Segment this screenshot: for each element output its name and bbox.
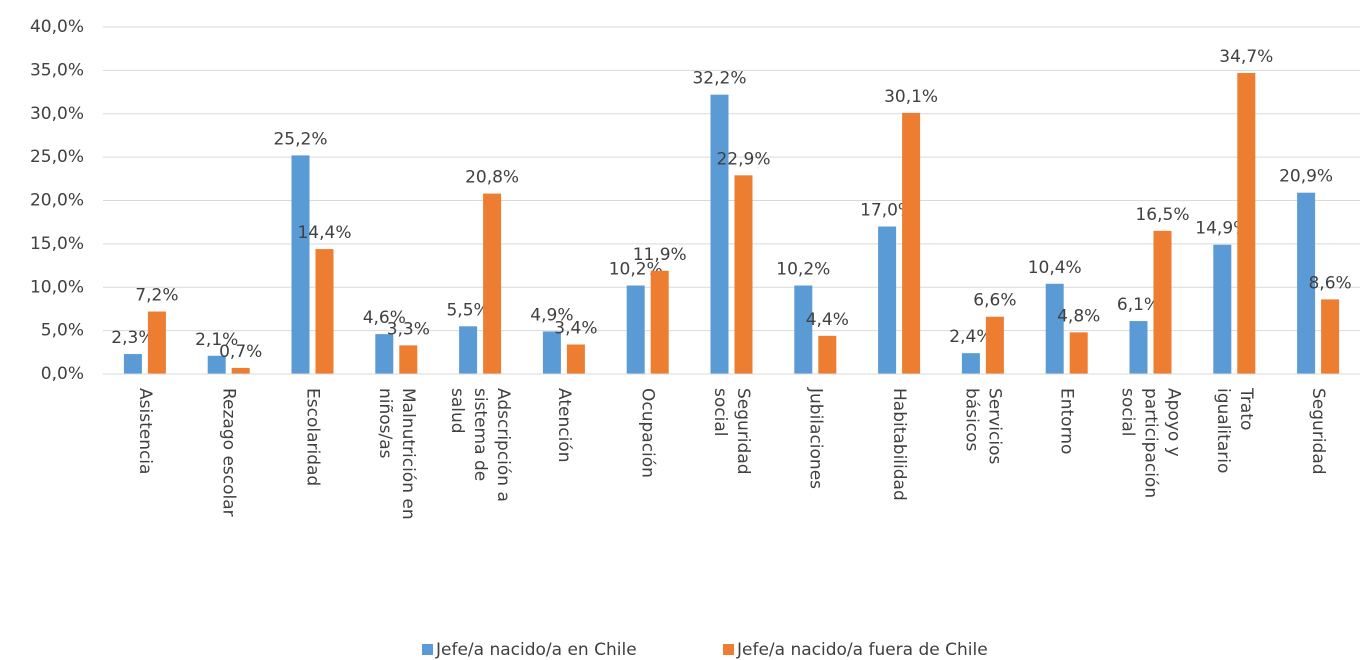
y-tick-label: 5,0%: [41, 321, 84, 341]
bar: [566, 344, 585, 374]
legend-swatch: [723, 644, 734, 655]
bar: [459, 326, 478, 374]
data-label: 32,2%: [692, 69, 746, 89]
legend-label: Jefe/a nacido/a fuera de Chile: [736, 640, 988, 660]
y-tick-label: 10,0%: [30, 277, 84, 297]
x-tick-label: Tratoigualitario: [1213, 387, 1256, 473]
data-label: 10,4%: [1028, 258, 1082, 278]
bar: [1297, 192, 1316, 374]
x-tick-label: Adscripción asistema desalud: [447, 388, 513, 502]
data-label: 34,7%: [1219, 47, 1273, 67]
bar: [399, 345, 418, 374]
y-tick-label: 20,0%: [30, 191, 84, 211]
x-tick-label: Seguridad: [1308, 388, 1328, 475]
bar: [650, 270, 669, 374]
data-label: 10,2%: [609, 260, 663, 280]
data-label: 2,3%: [111, 328, 154, 348]
bar: [1237, 72, 1256, 374]
bar: [1153, 230, 1172, 374]
data-label: 6,1%: [1117, 295, 1160, 315]
bar: [123, 354, 142, 374]
y-tick-label: 0,0%: [41, 364, 84, 384]
data-label: 17,0%: [860, 201, 914, 221]
data-label: 10,2%: [776, 260, 830, 280]
y-tick-label: 30,0%: [30, 104, 84, 124]
bar: [542, 331, 561, 374]
bar: [710, 94, 729, 374]
y-tick-label: 40,0%: [30, 17, 84, 37]
bar: [902, 112, 921, 374]
data-label: 22,9%: [716, 149, 770, 169]
x-tick-label: Jubilaciones: [805, 387, 825, 489]
data-label: 25,2%: [273, 129, 327, 149]
data-label: 3,4%: [554, 319, 597, 339]
x-tick-label: Seguridadsocial: [710, 388, 753, 475]
bar: [878, 226, 897, 374]
data-label: 3,3%: [387, 319, 430, 339]
bar: [1129, 321, 1148, 374]
data-label: 11,9%: [633, 245, 687, 265]
bar: [231, 367, 250, 374]
data-label: 4,4%: [806, 310, 849, 330]
bar: [291, 155, 310, 374]
x-tick-label: Ocupación: [638, 388, 658, 478]
y-tick-label: 15,0%: [30, 234, 84, 254]
x-tick-label: Asistencia: [135, 388, 155, 474]
bar: [794, 285, 813, 374]
data-label: 20,9%: [1279, 167, 1333, 187]
x-tick-label: Apoyo yparticipaciónsocial: [1118, 388, 1184, 498]
data-label: 16,5%: [1135, 205, 1189, 225]
bar: [1045, 283, 1064, 374]
bar: [1213, 244, 1232, 374]
x-tick-label: Escolaridad: [303, 388, 323, 486]
data-label: 14,9%: [1195, 219, 1249, 239]
bar: [375, 334, 394, 374]
bar: [315, 249, 334, 374]
data-label: 4,9%: [530, 305, 573, 325]
bar: [961, 353, 980, 374]
x-tick-label: Entorno: [1057, 388, 1077, 454]
x-tick-label: Atención: [554, 388, 574, 462]
bar: [1321, 299, 1340, 374]
x-tick-label: Rezago escolar: [219, 388, 239, 517]
data-label: 0,7%: [219, 342, 262, 362]
data-label: 6,6%: [973, 291, 1016, 311]
data-label: 7,2%: [135, 286, 178, 306]
data-label: 2,1%: [195, 330, 238, 350]
legend-label: Jefe/a nacido/a en Chile: [435, 640, 637, 660]
data-label: 20,8%: [465, 168, 519, 188]
data-label: 30,1%: [884, 87, 938, 107]
bar: [483, 193, 502, 374]
y-tick-label: 35,0%: [30, 60, 84, 80]
x-tick-label: Malnutrición enniños/as: [375, 388, 418, 520]
bar: [207, 355, 226, 374]
data-label: 5,5%: [446, 300, 489, 320]
data-label: 14,4%: [297, 223, 351, 243]
x-tick-label: Habitabilidad: [889, 388, 909, 501]
bar: [985, 316, 1004, 374]
y-tick-label: 25,0%: [30, 147, 84, 167]
data-label: 8,6%: [1308, 273, 1351, 293]
data-label: 2,4%: [949, 327, 992, 347]
bar: [626, 285, 645, 374]
x-tick-label: Serviciosbásicos: [961, 388, 1004, 464]
data-label: 4,8%: [1057, 306, 1100, 326]
bar: [734, 175, 753, 374]
bar: [818, 335, 837, 374]
legend-swatch: [422, 644, 433, 655]
data-label: 4,6%: [363, 308, 406, 328]
bar: [147, 311, 166, 374]
bar: [1069, 332, 1088, 374]
